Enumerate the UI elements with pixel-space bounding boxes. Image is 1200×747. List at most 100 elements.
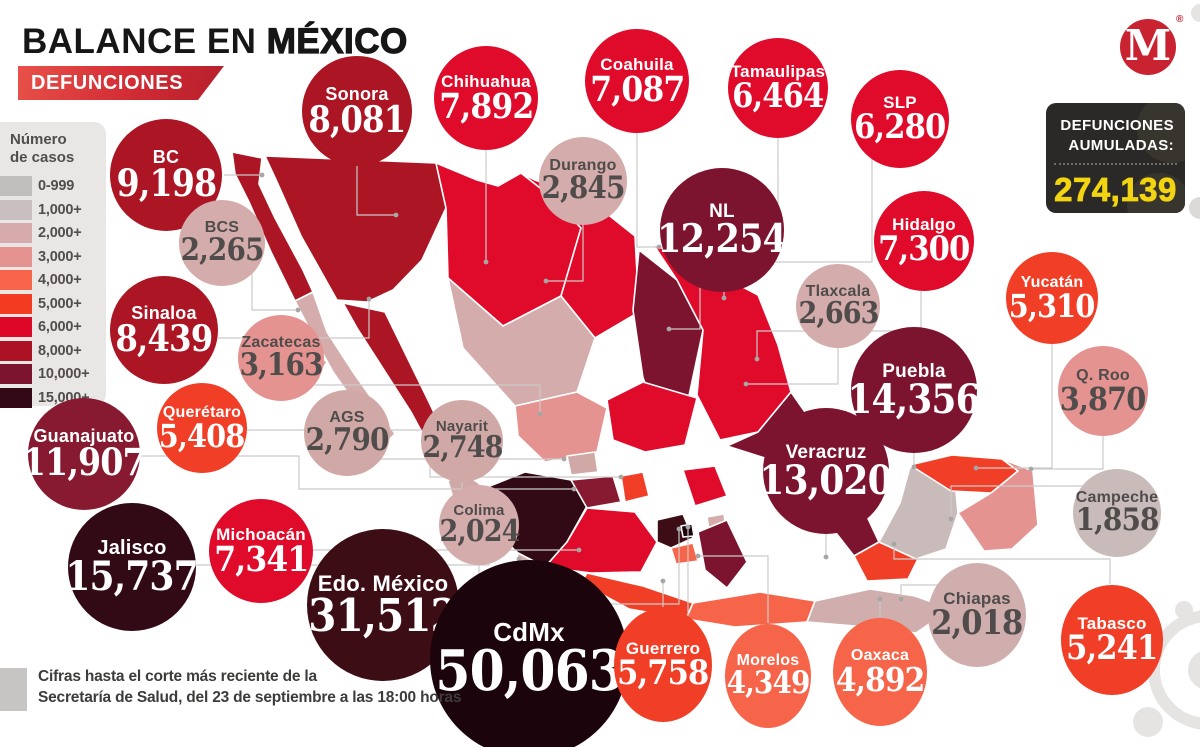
- state-value: 2,265: [180, 232, 265, 269]
- legend-item-2-000: 2,000+: [0, 222, 106, 246]
- state-bubble-morelos: Morelos 4,349: [725, 624, 811, 728]
- state-bubble-yucatan: Yucatán 5,310: [1006, 252, 1098, 344]
- footnote-line2: Secretaría de Salud, del 23 de septiembr…: [38, 689, 462, 706]
- state-bubble-colima: Colima 2,024: [438, 485, 520, 565]
- state-bubble-bcs: BCS 2,265: [179, 200, 265, 286]
- state-name: Michoacán: [216, 524, 306, 544]
- title-bold: MÉXICO: [266, 21, 408, 61]
- state-name: Querétaro: [162, 403, 242, 421]
- legend-item-6-000: 6,000+: [0, 316, 106, 340]
- state-bubble-michoacan: Michoacán 7,341: [209, 499, 313, 603]
- footnote: Cifras hasta el corte más reciente de la…: [38, 666, 461, 708]
- state-name: Veracruz: [785, 441, 867, 463]
- state-name: Tamaulipas: [730, 62, 826, 82]
- state-bubble-chihuahua: Chihuahua 7,892: [434, 46, 538, 150]
- title-regular: BALANCE EN: [22, 22, 267, 61]
- state-value: 8,081: [308, 98, 407, 141]
- state-value: 50,063: [435, 638, 623, 705]
- legend-swatch: [0, 317, 32, 338]
- legend-label: 1,000+: [38, 201, 82, 218]
- state-bubble-q-roo: Q. Roo 3,870: [1058, 346, 1148, 436]
- state-name: Jalisco: [97, 537, 167, 559]
- legend-item-10-000: 10,000+: [0, 363, 106, 387]
- state-value: 3,870: [1060, 379, 1147, 418]
- state-bubble-oaxaca: Oaxaca 4,892: [833, 618, 927, 726]
- state-name: Q. Roo: [1076, 366, 1130, 384]
- state-value: 4,349: [726, 665, 811, 702]
- state-value: 2,024: [438, 514, 520, 550]
- state-value: 5,408: [159, 416, 246, 455]
- legend-swatch: [0, 364, 32, 385]
- state-name: Puebla: [882, 360, 946, 382]
- legend-swatch: [0, 176, 32, 197]
- accumulated-label-line1: DEFUNCIONES: [1060, 117, 1174, 134]
- state-bubble-sonora: Sonora 8,081: [302, 56, 412, 166]
- deaths-banner: DEFUNCIONES: [18, 66, 224, 100]
- legend-label: 0-999: [38, 178, 75, 195]
- state-bubble-bc: BC 9,198: [110, 119, 222, 231]
- state-value: 8,439: [115, 317, 214, 360]
- state-name: Guerrero: [625, 639, 701, 659]
- state-name: BCS: [204, 219, 240, 237]
- legend-swatch: [0, 246, 32, 267]
- state-bubble-sinaloa: Sinaloa 8,439: [110, 276, 218, 384]
- footnote-line1: Cifras hasta el corte más reciente de la: [38, 668, 317, 685]
- state-value: 2,663: [797, 295, 879, 331]
- legend-label: 2,000+: [38, 225, 82, 242]
- map-state-queretaro: [620, 471, 650, 503]
- state-name: Guanajuato: [33, 426, 135, 447]
- state-bubble-tlaxcala: Tlaxcala 2,663: [796, 264, 880, 348]
- state-name: Morelos: [736, 652, 800, 670]
- state-bubble-veracruz: Veracruz 13,020: [759, 408, 893, 534]
- state-bubble-nayarit: Nayarit 2,748: [421, 400, 503, 482]
- state-value: 1,858: [1075, 502, 1160, 539]
- state-bubble-guanajuato: Guanajuato 11,907: [23, 398, 146, 510]
- accumulated-label-line2: AUMULADAS:: [1068, 137, 1174, 154]
- state-bubble-durango: Durango 2,845: [539, 137, 627, 225]
- legend-label: 6,000+: [38, 319, 82, 336]
- legend-item-0-999: 0-999: [0, 175, 106, 199]
- accumulated-value: 274,139: [1054, 171, 1177, 209]
- dotted-divider: [1054, 163, 1177, 165]
- state-name: Zacatecas: [241, 334, 321, 352]
- state-value: 6,464: [732, 76, 824, 117]
- state-value: 6,280: [854, 107, 946, 148]
- legend-rows: 0-999 1,000+ 2,000+ 3,000+ 4,000+ 5,000+ 6,000…: [0, 175, 106, 410]
- state-name: Sinaloa: [131, 302, 197, 323]
- legend-swatch: [0, 199, 32, 220]
- legend-title: Número de casos: [10, 131, 75, 167]
- state-value: 5,758: [617, 653, 709, 694]
- page-title: BALANCE EN MÉXICO: [22, 21, 408, 62]
- state-name: Hidalgo: [892, 215, 956, 235]
- state-value: 2,018: [931, 603, 1023, 644]
- virus-watermark-top-icon: [1191, 4, 1200, 22]
- state-name: Chihuahua: [441, 71, 531, 91]
- state-bubble-slp: SLP 6,280: [851, 70, 949, 168]
- state-bubble-nl: NL 12,254: [658, 168, 787, 292]
- legend-label: 4,000+: [38, 272, 82, 289]
- map-state-hidalgo: [682, 465, 728, 507]
- state-name: Chiapas: [943, 589, 1011, 609]
- legend-swatch: [0, 270, 32, 291]
- legend-label: 3,000+: [38, 248, 82, 265]
- state-value: 7,892: [438, 85, 534, 127]
- state-value: 5,241: [1066, 628, 1158, 669]
- state-name: Oaxaca: [850, 647, 910, 665]
- state-value: 5,310: [1009, 286, 1096, 325]
- state-value: 7,087: [589, 68, 685, 110]
- state-name: Campeche: [1075, 489, 1159, 507]
- state-name: BC: [152, 147, 180, 168]
- state-value: 2,748: [421, 430, 503, 466]
- state-value: 13,020: [759, 456, 893, 504]
- virus-watermark-right-icon: [1189, 197, 1200, 219]
- state-bubble-ags: AGS 2,790: [304, 390, 390, 476]
- state-bubble-queretaro: Querétaro 5,408: [157, 383, 247, 473]
- state-bubble-tamaulipas: Tamaulipas 6,464: [728, 38, 828, 138]
- state-bubble-hidalgo: Hidalgo 7,300: [874, 191, 974, 291]
- state-name: Coahuila: [600, 54, 674, 74]
- state-bubble-cdmx: CdMx 50,063: [430, 560, 628, 747]
- legend-label: 8,000+: [38, 342, 82, 359]
- state-name: Tabasco: [1077, 614, 1147, 634]
- state-value: 2,790: [305, 422, 390, 459]
